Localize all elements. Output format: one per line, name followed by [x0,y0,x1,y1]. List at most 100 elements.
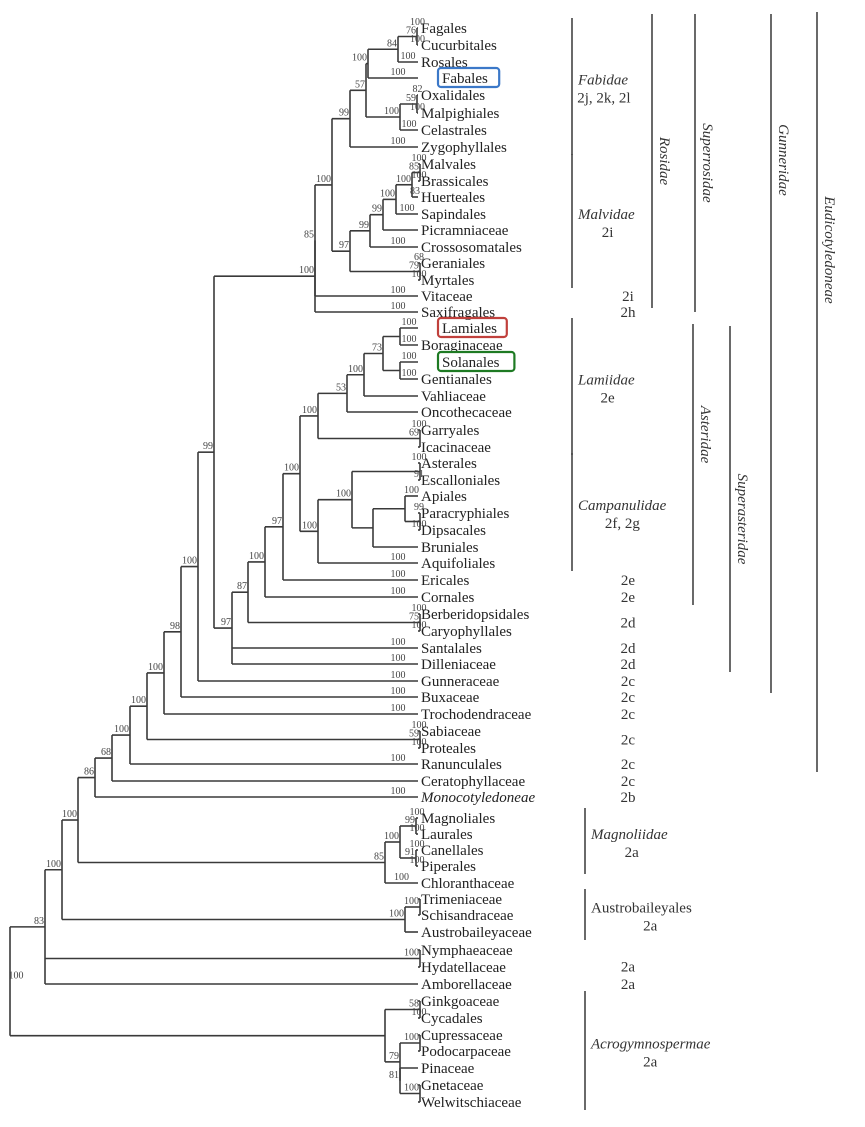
support-value: 100 [412,519,427,530]
taxon-label: Malpighiales [421,106,499,122]
taxon-label: Hydatellaceae [421,960,506,976]
support-value: 58 [409,999,419,1010]
taxon-label: Picramniaceae [421,223,509,239]
highlight-box-solanales [436,350,516,373]
taxon-label: Oncothecaceae [421,405,512,421]
support-value: 100 [402,317,417,328]
support-value: 100 [380,188,395,199]
support-value: 100 [391,236,406,247]
section-code: 2d [621,641,637,657]
support-value: 100 [410,855,425,866]
taxon-label: Fabales [442,71,488,87]
support-value: 100 [391,753,406,764]
support-value: 99 [372,204,382,215]
taxon-label: Aquifoliales [421,556,495,572]
tree-branches [9,27,421,1103]
section-code: 2c [621,690,636,706]
support-value: 100 [410,102,425,113]
taxon-label: Bruniales [421,540,479,556]
support-value: 85 [374,852,384,863]
support-value: 100 [410,17,425,28]
clade-code: 2a [643,1055,658,1071]
clade-code: 2a [643,919,658,935]
support-value: 100 [391,301,406,312]
support-value: 82 [413,84,423,95]
support-value: 85 [304,229,314,240]
taxon-label: Vitaceae [421,289,473,305]
taxon-label: Apiales [421,489,467,505]
support-value: 59 [406,93,416,104]
clade-name: Malvidae [577,207,635,223]
clade-name: Magnoliidae [590,827,668,843]
clade-code: 2e [601,391,616,407]
section-code: 2e [621,590,636,606]
support-value: 100 [391,569,406,580]
support-value: 100 [404,1083,419,1094]
taxon-label: Santalales [421,641,482,657]
taxon-label: Laurales [421,827,473,843]
support-value: 100 [402,119,417,130]
support-value: 100 [391,686,406,697]
section-code: 2h [621,305,637,321]
section-code: 2e [621,573,636,589]
support-value: 79 [409,261,419,272]
clade-code: 2f, 2g [605,516,640,532]
support-value: 100 [391,285,406,296]
support-value: 100 [391,653,406,664]
support-value: 100 [336,489,351,500]
section-code: 2d [621,616,637,632]
support-value: 97 [339,240,349,251]
taxon-label: Icacinaceae [421,440,491,456]
taxon-label: Berberidopsidales [421,607,529,623]
vertical-clade-label: Superasteridae [734,474,750,565]
support-value: 85 [409,162,419,173]
support-value: 100 [9,970,24,981]
taxon-label: Canellales [421,843,484,859]
support-value: 81 [389,1070,399,1081]
support-value: 100 [404,948,419,959]
taxon-label: Garryales [421,423,479,439]
taxon-label: Celastrales [421,123,487,139]
support-value: 59 [409,729,419,740]
support-value: 100 [402,351,417,362]
section-code: 2c [621,707,636,723]
taxon-label: Austrobaileyaceae [421,925,532,941]
section-code: 2c [621,733,636,749]
support-value: 100 [412,603,427,614]
support-value: 100 [391,552,406,563]
vertical-clade-label: Rosidae [656,136,672,186]
taxon-label: Proteales [421,741,476,757]
support-value: 87 [237,581,247,592]
support-value: 100 [412,269,427,280]
support-value: 97 [272,516,282,527]
support-value: 69 [409,428,419,439]
taxon-label: Trochodendraceae [421,707,532,723]
taxon-label: Zygophyllales [421,140,507,156]
support-value: 100 [410,823,425,834]
taxon-label: Chloranthaceae [421,876,515,892]
taxon-label: Cornales [421,590,474,606]
support-value: 100 [402,334,417,345]
clade-brackets: Fabidae 2j, 2k, 2l Malvidae 2i Lamiidae 2e Cam… [571,18,711,1110]
taxon-label: Geraniales [421,256,485,272]
support-value: 91 [405,847,415,858]
section-code: 2a [621,960,636,976]
support-value: 100 [401,51,416,62]
support-value: 84 [387,38,397,49]
taxon-label: Podocarpaceae [421,1044,511,1060]
support-value: 100 [391,637,406,648]
support-value: 100 [391,67,406,78]
taxon-label: Gnetaceae [421,1078,484,1094]
support-value: 100 [62,809,77,820]
taxon-label: Ginkgoaceae [421,994,500,1010]
taxon-label: Asterales [421,456,477,472]
support-value: 100 [412,620,427,631]
section-code: 2c [621,674,636,690]
taxon-label: Lamiales [442,321,497,337]
vertical-clade-label: Gunneridae [775,124,791,196]
taxon-label: Dipsacales [421,523,486,539]
taxon-label: Crossosomatales [421,240,522,256]
support-value: 100 [391,786,406,797]
support-value: 53 [336,382,346,393]
taxon-label: Myrtales [421,273,474,289]
